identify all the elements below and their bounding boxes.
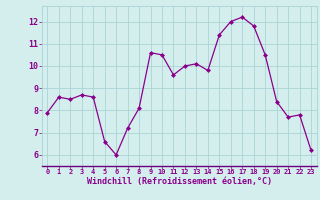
X-axis label: Windchill (Refroidissement éolien,°C): Windchill (Refroidissement éolien,°C) <box>87 177 272 186</box>
